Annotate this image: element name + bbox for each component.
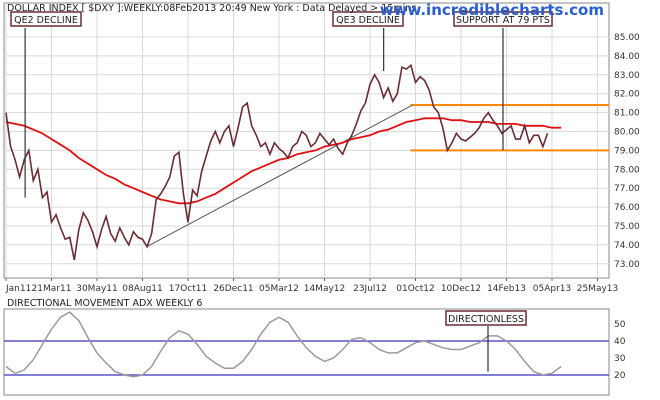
price-y-tick-label: 81.00: [614, 109, 640, 119]
x-tick-label: 21Mar11: [32, 284, 72, 294]
x-tick-label: Jan11: [5, 284, 31, 294]
x-tick-label: 14Feb13: [487, 284, 526, 294]
price-y-tick-label: 75.00: [614, 222, 640, 232]
x-tick-label: 23Jul12: [353, 284, 387, 294]
price-annotations: QE2 DECLINE QE3 DECLINE SUPPORT AT 79 PTS: [10, 11, 553, 198]
support-annotation-box: [453, 11, 553, 27]
time-x-axis: Jan11 21Mar11 30May11 08Aug11 17Oct11 26Dec11…: [5, 278, 618, 294]
price-plot-area: [5, 63, 609, 261]
price-y-tick-label: 77.00: [614, 184, 640, 194]
price-y-tick-label: 82.00: [614, 90, 640, 100]
price-y-tick-label: 85.00: [614, 33, 640, 43]
x-tick-label: 05Apr13: [533, 284, 571, 294]
directionless-annotation-box: [445, 310, 527, 326]
moving-average-line: [5, 117, 562, 205]
support-annotation-label: SUPPORT AT 79 PTS: [456, 15, 550, 26]
price-line: [5, 63, 549, 261]
price-panel-frame: [3, 2, 610, 279]
x-tick-label: 08Aug11: [122, 284, 162, 294]
price-y-tick-label: 80.00: [614, 128, 640, 138]
price-y-axis: 73.00 74.00 75.00 76.00 77.00 78.00 79.00 80.00…: [614, 33, 640, 270]
adx-y-tick-label: 20: [614, 371, 626, 381]
x-tick-label: 26Dec11: [213, 284, 253, 294]
x-tick-label: 10Dec12: [441, 284, 481, 294]
qe2-annotation-box: [10, 11, 82, 27]
price-y-tick-label: 79.00: [614, 146, 640, 156]
price-y-tick-label: 78.00: [614, 165, 640, 175]
adx-chart-title: DIRECTIONAL MOVEMENT ADX WEEKLY 6: [7, 298, 202, 309]
adx-annotations: DIRECTIONLESS: [445, 310, 527, 372]
uptrend-line: [146, 104, 413, 248]
adx-y-axis: 20 30 40 50: [614, 320, 626, 381]
directionless-annotation-label: DIRECTIONLESS: [448, 314, 524, 325]
price-chart-title: DOLLAR INDEX [ $DXY ]:WEEKLY:08Feb2013 2…: [7, 3, 416, 14]
qe2-annotation-label: QE2 DECLINE: [14, 15, 78, 26]
x-tick-label: 01Oct12: [396, 284, 434, 294]
watermark: www.incrediblecharts.com: [380, 1, 604, 19]
x-tick-label: 30May11: [76, 284, 118, 294]
price-y-tick-label: 76.00: [614, 203, 640, 213]
x-tick-label: 17Oct11: [169, 284, 207, 294]
adx-y-tick-label: 30: [614, 354, 626, 364]
x-tick-label: 14May12: [304, 284, 346, 294]
adx-line: [5, 311, 562, 378]
adx-plot-area: [4, 311, 609, 378]
price-y-tick-label: 74.00: [614, 241, 640, 251]
adx-y-tick-label: 40: [614, 337, 626, 347]
qe3-annotation-label: QE3 DECLINE: [336, 15, 400, 26]
x-tick-label: 05Mar12: [259, 284, 299, 294]
x-tick-label: 25May13: [577, 284, 619, 294]
price-y-tick-label: 84.00: [614, 52, 640, 62]
adx-y-tick-label: 50: [614, 320, 626, 330]
qe3-annotation-box: [332, 11, 404, 27]
price-y-tick-label: 83.00: [614, 71, 640, 81]
price-y-tick-label: 73.00: [614, 260, 640, 270]
